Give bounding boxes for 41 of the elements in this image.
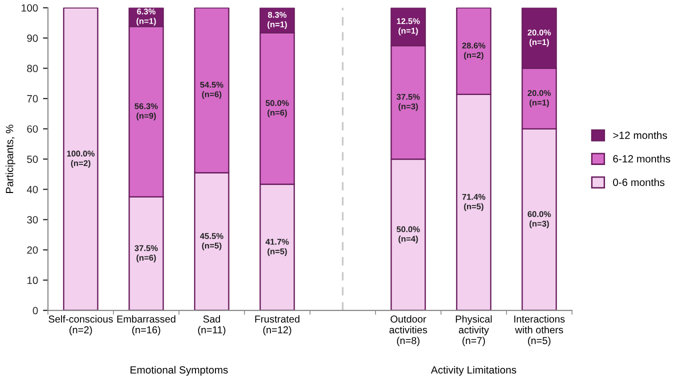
data-label: 37.5% (n=6) — [134, 245, 158, 262]
data-label: 50.0% (n=4) — [396, 226, 420, 244]
text: Emotional Symptoms — [130, 366, 228, 376]
x-tick-label: Sad (n=11) — [198, 315, 226, 336]
y-tick-label: 90 — [27, 34, 38, 42]
data-label: 100.0% (n=2) — [67, 150, 95, 168]
data-label: 41.7% (n=5) — [266, 238, 289, 256]
data-label: 20.0% (n=1) — [528, 30, 551, 47]
y-tick-label: 80 — [27, 64, 38, 72]
y-tick-label: 100 — [22, 4, 38, 12]
y-tick-label: 10 — [27, 276, 38, 284]
data-label: 45.5% (n=5) — [200, 233, 224, 250]
data-label: 71.4% (n=5) — [462, 194, 486, 212]
y-tick-label: 60 — [27, 125, 38, 133]
y-tick-label: 0 — [32, 306, 38, 314]
y-tick-label: 50 — [27, 156, 38, 163]
legend-label: 0-6 months — [613, 178, 664, 186]
x-tick-label: Outdoor activities (n=8) — [389, 315, 428, 346]
legend-label: >12 months — [613, 131, 668, 140]
y-tick-label: 70 — [27, 95, 38, 102]
text: Activity Limitations — [430, 366, 516, 376]
x-tick-label: Embarrassed (n=16) — [117, 315, 176, 336]
y-tick-label: 30 — [27, 216, 38, 224]
data-label: 56.3% (n=9) — [134, 103, 158, 120]
x-tick-label: Interactions with others (n=5) — [514, 315, 565, 346]
data-label: 20.0% (n=1) — [528, 90, 551, 108]
x-tick-label: Physical activity (n=7) — [456, 315, 492, 346]
y-tick-label: 20 — [27, 246, 38, 254]
legend-label: 6-12 months — [613, 154, 670, 163]
data-label: 60.0% (n=3) — [528, 211, 551, 228]
data-label: 8.3% (n=1) — [268, 12, 287, 29]
data-label: 54.5% (n=6) — [200, 82, 224, 99]
data-label: 50.0% (n=6) — [266, 100, 289, 118]
data-label: 12.5% (n=1) — [396, 18, 420, 36]
x-tick-label: Frustrated (n=12) — [255, 315, 300, 336]
y-tick-label: 40 — [26, 186, 38, 194]
data-label: 6.3% (n=1) — [136, 8, 156, 26]
x-tick-label: Self-conscious (n=2) — [48, 315, 113, 336]
y-axis-title: Participants, % — [6, 124, 16, 193]
data-label: 37.5% (n=3) — [396, 94, 420, 112]
data-label: 28.6% (n=2) — [462, 42, 486, 60]
